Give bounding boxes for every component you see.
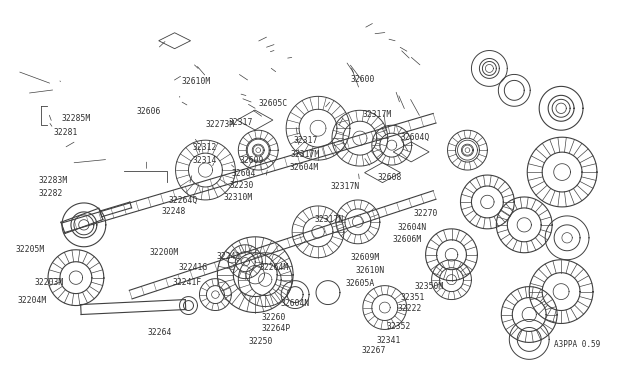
Text: 32610N: 32610N (356, 266, 385, 275)
Text: 32283M: 32283M (38, 176, 67, 185)
Text: 32609M: 32609M (351, 253, 380, 262)
Text: 32270: 32270 (413, 209, 438, 218)
Text: 32273M: 32273M (205, 120, 234, 129)
Text: 32314: 32314 (193, 156, 217, 165)
Text: 32606M: 32606M (393, 235, 422, 244)
Text: 32317M: 32317M (362, 110, 391, 119)
Text: 32317: 32317 (228, 119, 253, 128)
Text: 32317M: 32317M (291, 150, 320, 159)
Text: 32606: 32606 (137, 108, 161, 116)
Text: 32610M: 32610M (182, 77, 211, 86)
Text: 32204M: 32204M (17, 296, 46, 305)
Text: 32222: 32222 (398, 304, 422, 313)
Text: 32605A: 32605A (346, 279, 375, 288)
Text: 32241F: 32241F (172, 278, 202, 287)
Text: 32600: 32600 (351, 75, 375, 84)
Text: A3PPA 0.59: A3PPA 0.59 (554, 340, 600, 349)
Text: 32341: 32341 (376, 336, 401, 345)
Text: 32250: 32250 (248, 337, 273, 346)
Text: 32285M: 32285M (61, 114, 90, 123)
Text: 32604N: 32604N (280, 299, 310, 308)
Text: 32310M: 32310M (223, 193, 252, 202)
Text: 32352: 32352 (387, 321, 411, 331)
Text: 32609: 32609 (239, 156, 264, 165)
Text: 32241: 32241 (217, 252, 241, 261)
Text: 32264Q: 32264Q (168, 196, 198, 205)
Text: 32317: 32317 (293, 136, 317, 145)
Text: 32351: 32351 (401, 293, 425, 302)
Text: 32264M: 32264M (259, 263, 289, 272)
Text: 32200M: 32200M (149, 248, 179, 257)
Text: 32605C: 32605C (258, 99, 287, 108)
Text: 32205M: 32205M (15, 244, 44, 253)
Text: 32203M: 32203M (35, 278, 63, 287)
Text: 32282: 32282 (38, 189, 63, 198)
Text: 32230: 32230 (230, 181, 254, 190)
Text: 32604: 32604 (232, 169, 257, 178)
Text: 32264: 32264 (148, 328, 172, 337)
Text: 32350M: 32350M (414, 282, 444, 291)
Text: 32281: 32281 (54, 128, 78, 137)
Text: 32312: 32312 (193, 143, 217, 152)
Text: 32608: 32608 (378, 173, 402, 182)
Text: 32260: 32260 (261, 313, 285, 322)
Text: 32241G: 32241G (179, 263, 208, 272)
Text: 32604M: 32604M (289, 163, 319, 172)
Text: 32264P: 32264P (261, 324, 291, 333)
Text: 32317N: 32317N (330, 182, 360, 190)
Text: 32317N: 32317N (315, 215, 344, 224)
Text: 32267: 32267 (362, 346, 386, 355)
Text: 32604N: 32604N (398, 223, 427, 232)
Text: 32248: 32248 (162, 208, 186, 217)
Text: 32604Q: 32604Q (401, 133, 429, 142)
